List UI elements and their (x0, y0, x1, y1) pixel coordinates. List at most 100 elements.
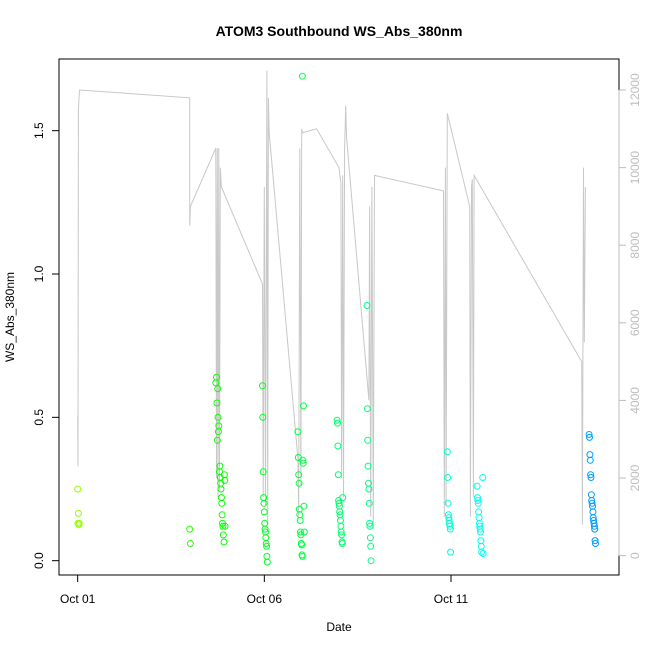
data-point (214, 385, 222, 393)
x-tick-label: Oct 11 (434, 592, 469, 606)
data-point (295, 471, 303, 479)
data-point (367, 557, 375, 565)
data-point (477, 528, 484, 536)
secondary-y-tick-label: 4000 (628, 387, 642, 414)
data-point (363, 302, 371, 309)
x-tick-label: Oct 06 (247, 592, 283, 606)
data-point (475, 508, 483, 516)
data-point (592, 540, 599, 547)
data-point (364, 462, 372, 470)
data-point (587, 491, 595, 499)
data-point (295, 479, 303, 487)
data-point (334, 471, 342, 479)
data-point (261, 519, 269, 527)
data-point (586, 456, 594, 464)
data-point (477, 537, 485, 545)
data-point (334, 419, 341, 427)
data-point (338, 531, 346, 539)
data-point (296, 517, 304, 524)
data-point (585, 431, 593, 438)
data-point (366, 534, 374, 542)
data-point (478, 548, 486, 556)
data-point (336, 508, 344, 516)
data-point (219, 531, 227, 539)
data-point (213, 373, 220, 381)
data-point (300, 402, 307, 410)
x-axis-label: Date (326, 620, 352, 634)
data-point (218, 511, 226, 519)
data-point (75, 519, 83, 527)
data-point (260, 508, 268, 516)
secondary-y-tick-label: 8000 (628, 232, 642, 259)
data-point (216, 462, 224, 470)
data-point (299, 459, 307, 467)
data-point (299, 456, 307, 464)
data-point (215, 422, 223, 430)
data-point (217, 494, 225, 502)
data-point (366, 519, 374, 527)
data-point (364, 436, 372, 444)
data-point (479, 550, 487, 557)
data-point (213, 436, 221, 444)
data-point (186, 540, 194, 547)
data-point (334, 442, 342, 450)
data-point (74, 509, 82, 517)
data-point (446, 525, 454, 533)
y-tick-label: 1.0 (32, 265, 46, 282)
data-point (300, 528, 308, 536)
y-axis-label: WS_Abs_380nm (3, 272, 17, 362)
data-point (298, 552, 306, 560)
data-point (365, 499, 373, 507)
data-point (186, 525, 194, 533)
secondary-line-layer (77, 70, 586, 529)
data-point (587, 471, 595, 479)
data-point (444, 474, 452, 481)
data-point (263, 558, 271, 566)
data-point (221, 476, 229, 484)
secondary-series-line (77, 70, 586, 529)
data-point (260, 499, 268, 507)
data-point (338, 540, 346, 547)
data-point (337, 528, 345, 536)
secondary-y-tick-label: 0 (628, 552, 642, 559)
data-point (589, 508, 597, 516)
data-point (296, 511, 304, 519)
x-axis: Oct 01 Oct 06 Oct 11 (60, 574, 469, 606)
data-point (217, 479, 225, 487)
data-point (220, 538, 228, 546)
data-point (259, 382, 266, 390)
data-point (586, 451, 594, 459)
data-point (443, 448, 451, 456)
data-point (219, 522, 227, 530)
data-point (587, 474, 595, 481)
y-tick-label: 1.5 (32, 122, 46, 139)
data-point (300, 502, 308, 510)
secondary-y-tick-label: 10000 (628, 151, 642, 185)
y-tick-label: 0.0 (32, 552, 46, 569)
scatter-points-layer (74, 72, 599, 566)
data-point (298, 72, 306, 80)
data-point (297, 528, 304, 536)
data-point (367, 542, 375, 550)
data-point (335, 499, 343, 507)
data-point (259, 468, 267, 476)
data-point (337, 522, 345, 530)
data-point (475, 514, 483, 522)
data-point (262, 540, 270, 547)
data-point (474, 497, 482, 504)
data-point (221, 522, 229, 530)
data-point (447, 548, 455, 556)
data-point (298, 541, 306, 549)
data-point (337, 517, 344, 524)
data-point (259, 413, 267, 421)
data-point (263, 552, 271, 560)
secondary-y-tick-label: 2000 (628, 464, 642, 491)
secondary-y-tick-label: 6000 (628, 309, 642, 336)
data-point (590, 522, 598, 530)
data-point (444, 499, 452, 507)
data-point (333, 416, 341, 424)
secondary-y-axis: 0 2000 4000 6000 8000 10000 12000 (618, 73, 642, 559)
data-point (217, 485, 225, 493)
data-point (473, 482, 481, 490)
